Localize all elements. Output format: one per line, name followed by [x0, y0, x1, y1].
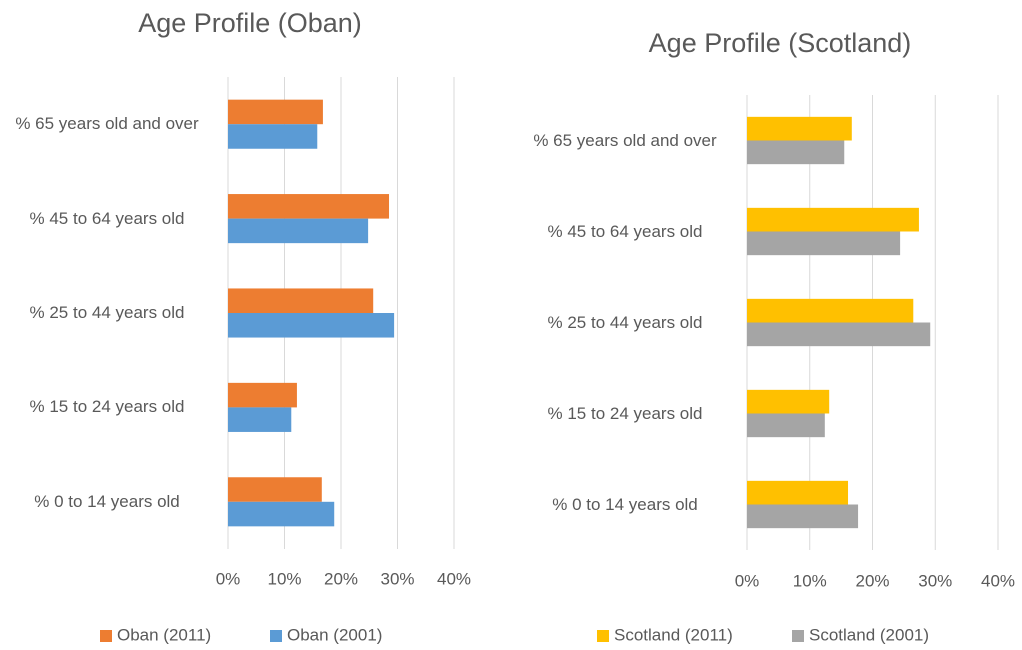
x-tick-label: 30%: [380, 569, 414, 588]
legend-swatch: [100, 630, 112, 642]
legend-swatch: [792, 630, 804, 642]
bar: [228, 99, 323, 125]
category-label: % 15 to 24 years old: [29, 397, 185, 417]
x-tick-label: 20%: [855, 571, 889, 590]
chart-title: Age Profile (Scotland): [649, 28, 912, 58]
bar: [228, 313, 395, 338]
x-tick-label: 20%: [324, 569, 358, 588]
x-tick-label: 0%: [735, 571, 760, 590]
bar: [747, 116, 852, 141]
bar: [747, 504, 859, 529]
category-label: % 65 years old and over: [15, 114, 199, 134]
x-tick-label: 10%: [267, 569, 301, 588]
bar: [747, 207, 919, 232]
bar: [228, 407, 292, 432]
bar: [747, 413, 825, 438]
bar: [228, 194, 390, 219]
legend-label: Scotland (2011): [614, 625, 733, 644]
bar: [747, 140, 845, 165]
category-label: % 0 to 14 years old: [552, 494, 698, 514]
category-label: % 65 years old and over: [533, 130, 717, 150]
x-tick-label: 40%: [981, 571, 1015, 590]
legend-swatch: [270, 630, 282, 642]
bar: [228, 477, 322, 502]
x-tick-label: 10%: [793, 571, 827, 590]
category-label: % 25 to 44 years old: [547, 312, 703, 332]
bar: [228, 288, 374, 313]
legend-label: Oban (2001): [287, 625, 382, 644]
legend-label: Oban (2011): [117, 625, 211, 644]
category-label: % 15 to 24 years old: [547, 403, 703, 423]
bar: [228, 124, 318, 149]
x-tick-label: 30%: [918, 571, 952, 590]
chart-title: Age Profile (Oban): [138, 8, 362, 38]
bar: [747, 231, 901, 256]
category-label: % 45 to 64 years old: [29, 208, 185, 228]
category-label: % 45 to 64 years old: [547, 221, 703, 241]
x-tick-label: 40%: [437, 569, 471, 588]
bar: [228, 382, 297, 408]
category-label: % 25 to 44 years old: [29, 303, 185, 322]
bar: [747, 480, 849, 505]
legend-swatch: [597, 630, 609, 642]
category-label: % 0 to 14 years old: [34, 491, 180, 511]
bar: [228, 501, 335, 527]
bar: [747, 298, 914, 323]
legend-label: Scotland (2001): [809, 625, 929, 644]
bar: [228, 218, 369, 244]
bar: [747, 322, 931, 347]
x-tick-label: 0%: [216, 569, 241, 588]
bar: [747, 389, 830, 414]
